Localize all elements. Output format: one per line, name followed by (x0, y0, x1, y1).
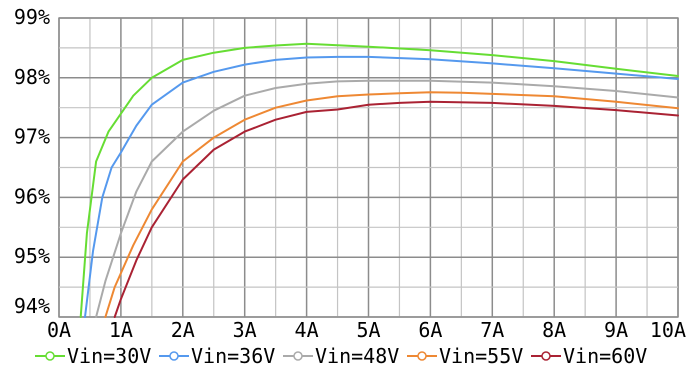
legend-item: Vin=60V (531, 344, 647, 368)
x-tick-label: 10A (650, 318, 686, 342)
legend-marker (541, 351, 551, 361)
x-tick-label: 5A (356, 318, 380, 342)
series-lines (79, 42, 679, 318)
x-tick-label: 1A (109, 318, 133, 342)
x-tick-label: 7A (480, 318, 504, 342)
legend-label: Vin=60V (563, 344, 647, 368)
legend-item: Vin=48V (283, 344, 399, 368)
legend-item: Vin=55V (407, 344, 523, 368)
y-tick-label: 99% (14, 5, 50, 29)
legend-item: Vin=36V (159, 344, 275, 368)
axis-ticks: 94% 95% 96% 97% 98% 99% 0A 1A 2A 3A 4A 5A 6A 7A 8A 9A 10… (14, 5, 686, 342)
legend-marker (293, 351, 303, 361)
series-line-1 (84, 55, 679, 318)
legend-marker (417, 351, 427, 361)
x-tick-label: 3A (233, 318, 257, 342)
legend-label: Vin=30V (67, 344, 151, 368)
series-line-4 (113, 100, 679, 318)
series-line-2 (95, 79, 679, 318)
y-tick-label: 97% (14, 125, 50, 149)
x-tick-label: 9A (604, 318, 628, 342)
legend-label: Vin=48V (315, 344, 399, 368)
x-tick-label: 0A (47, 318, 71, 342)
x-tick-label: 8A (542, 318, 566, 342)
y-tick-label: 98% (14, 65, 50, 89)
legend-item: Vin=30V (35, 344, 151, 368)
legend-label: Vin=55V (439, 344, 523, 368)
x-tick-label: 4A (295, 318, 319, 342)
legend-label: Vin=36V (191, 344, 275, 368)
legend: Vin=30V Vin=36V Vin=48V Vin=55V Vin=60V (35, 344, 647, 368)
legend-marker (169, 351, 179, 361)
y-tick-label: 96% (14, 184, 50, 208)
x-tick-label: 6A (418, 318, 442, 342)
y-tick-label: 94% (14, 294, 50, 318)
y-tick-label: 95% (14, 244, 50, 268)
legend-marker (45, 351, 55, 361)
series-line-0 (79, 42, 679, 318)
grid (58, 17, 679, 318)
x-tick-label: 2A (171, 318, 195, 342)
series-line-3 (104, 91, 679, 318)
